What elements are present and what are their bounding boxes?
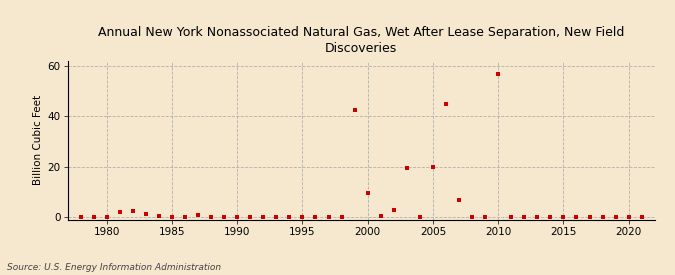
Point [153,214,164,219]
Point [167,215,178,219]
Point [232,215,242,219]
Point [206,215,217,219]
Point [545,215,556,219]
Point [219,215,230,219]
Point [466,215,477,219]
Point [271,215,281,219]
Point [454,197,464,202]
Point [140,211,151,216]
Point [597,215,608,219]
Point [128,209,138,213]
Point [571,215,582,219]
Title: Annual New York Nonassociated Natural Gas, Wet After Lease Separation, New Field: Annual New York Nonassociated Natural Ga… [98,26,624,55]
Point [388,208,399,212]
Point [610,215,621,219]
Point [532,215,543,219]
Point [245,215,256,219]
Point [284,215,295,219]
Point [101,215,112,219]
Point [375,214,386,218]
Point [88,215,99,220]
Point [310,215,321,219]
Point [75,215,86,220]
Point [519,215,530,219]
Point [441,101,452,106]
Text: Source: U.S. Energy Information Administration: Source: U.S. Energy Information Administ… [7,263,221,272]
Y-axis label: Billion Cubic Feet: Billion Cubic Feet [33,95,43,185]
Point [402,166,412,170]
Point [480,215,491,219]
Point [349,108,360,112]
Point [192,213,203,217]
Point [362,191,373,196]
Point [506,215,516,219]
Point [493,72,504,77]
Point [584,215,595,219]
Point [336,215,347,219]
Point [427,165,438,169]
Point [297,215,308,219]
Point [414,215,425,219]
Point [637,215,647,219]
Point [114,210,125,214]
Point [323,215,334,219]
Point [558,215,569,219]
Point [180,215,190,220]
Point [258,215,269,219]
Point [623,214,634,219]
